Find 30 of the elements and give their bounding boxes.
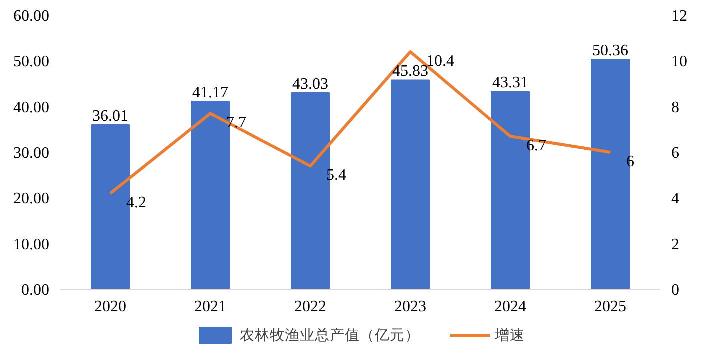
data-label: 43.31 [492,74,528,92]
data-label: 41.17 [192,84,228,102]
x-tick-label: 2022 [294,298,326,316]
y2-tick-label: 10 [672,54,688,71]
x-tick-label: 2025 [594,298,626,316]
y-tick-label: 0.00 [22,282,50,299]
x-tick-label: 2020 [94,298,126,316]
y2-tick-label: 0 [672,282,680,299]
y-tick-label: 30.00 [14,145,50,162]
data-label: 10.4 [426,53,454,70]
bar [391,80,430,290]
y2-tick-label: 6 [672,145,680,162]
y-tick-label: 50.00 [14,54,50,71]
data-label: 43.03 [292,76,328,93]
y2-tick-label: 12 [672,8,688,25]
data-label: 50.36 [592,42,628,60]
y-tick-label: 60.00 [14,8,50,25]
y-tick-label: 40.00 [14,99,50,116]
x-tick-label: 2021 [194,298,226,316]
x-tick-label: 2024 [494,298,526,316]
y2-tick-label: 2 [672,236,680,254]
y-tick-label: 10.00 [14,236,50,254]
data-label: 45.83 [392,63,428,80]
y2-tick-label: 8 [672,99,680,116]
data-label: 36.01 [92,108,128,126]
y-tick-label: 20.00 [14,190,50,208]
legend-label: 农林牧渔业总产值（亿元） [240,326,420,344]
y2-tick-label: 4 [672,190,680,208]
x-tick-label: 2023 [394,298,426,316]
legend-label: 增速 [495,326,525,344]
